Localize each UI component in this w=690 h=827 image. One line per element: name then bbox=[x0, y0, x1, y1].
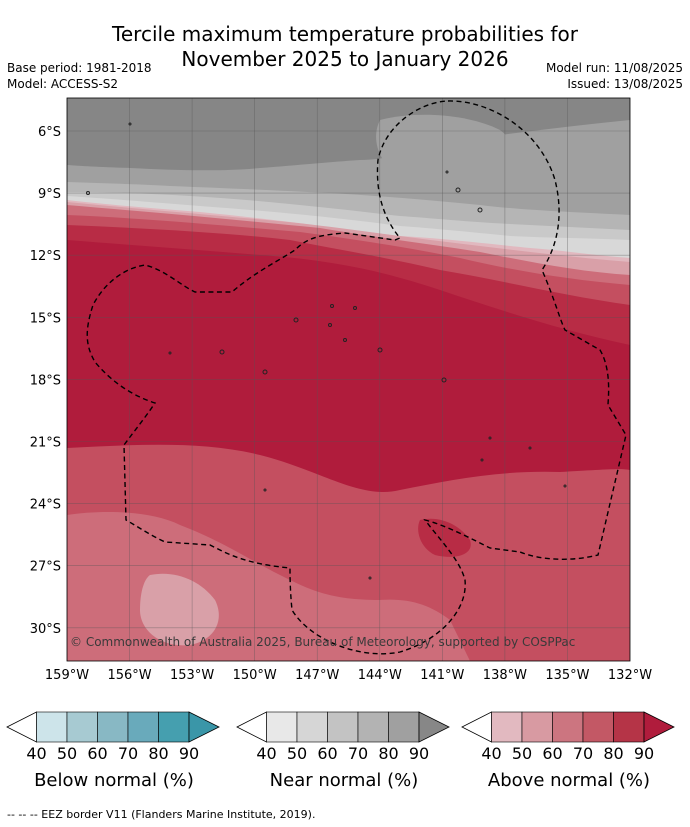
legend-swatch bbox=[552, 711, 584, 743]
legend-colorbar-near bbox=[236, 711, 450, 743]
legend-ticks-near: 40 50 60 70 80 90 bbox=[236, 744, 452, 764]
legend-tick-label: 80 bbox=[378, 744, 399, 763]
legend-min-arrow bbox=[236, 711, 267, 743]
lon-tick-label: 153°W bbox=[170, 668, 214, 683]
above-80-east-blob bbox=[418, 518, 471, 557]
lat-tick-label: 12°S bbox=[30, 249, 61, 264]
legend-max-arrow bbox=[643, 711, 675, 743]
legend-swatch bbox=[613, 711, 645, 743]
legend-tick-label: 40 bbox=[256, 744, 277, 763]
legend-swatch bbox=[357, 711, 389, 743]
lon-tick-label: 150°W bbox=[233, 668, 277, 683]
lat-tick-label: 15°S bbox=[30, 311, 61, 326]
legend-swatch bbox=[266, 711, 298, 743]
copyright-text: © Commonwealth of Australia 2025, Bureau… bbox=[70, 635, 575, 649]
legend-title-above: Above normal (%) bbox=[487, 770, 651, 791]
title-line-1: Tercile maximum temperature probabilitie… bbox=[112, 22, 578, 46]
lat-tick-label: 21°S bbox=[30, 436, 61, 451]
above-50-lower-region bbox=[140, 573, 219, 646]
legend-above-normal: 40 50 60 70 80 90 Above normal (%) bbox=[461, 708, 677, 791]
model-name: Model: ACCESS-S2 bbox=[7, 77, 119, 91]
lat-tick-labels: 6°S 9°S 12°S 15°S 18°S 21°S 24°S 27°S 30°S bbox=[30, 125, 61, 637]
lon-tick-label: 141°W bbox=[420, 668, 464, 683]
lon-tick-label: 138°W bbox=[483, 668, 527, 683]
legend-ticks-above: 40 50 60 70 80 90 bbox=[461, 744, 677, 764]
lat-tick-label: 6°S bbox=[38, 125, 61, 140]
legend-tick-label: 70 bbox=[347, 744, 369, 763]
base-period: Base period: 1981-2018 bbox=[7, 61, 152, 75]
legend-min-arrow bbox=[6, 711, 37, 743]
legend-tick-label: 40 bbox=[26, 744, 47, 763]
lon-tick-label: 147°W bbox=[295, 668, 339, 683]
lat-tick-label: 9°S bbox=[38, 187, 61, 202]
legend-swatch bbox=[388, 711, 420, 743]
lon-tick-label: 135°W bbox=[545, 668, 589, 683]
legend-tick-label: 90 bbox=[633, 744, 655, 763]
near-90-band bbox=[67, 98, 630, 171]
legend-tick-label: 70 bbox=[572, 744, 594, 763]
lat-tick-label: 30°S bbox=[30, 622, 61, 637]
legend-swatch bbox=[521, 711, 553, 743]
legend-tick-label: 80 bbox=[603, 744, 624, 763]
lat-tick-label: 18°S bbox=[30, 373, 61, 388]
map-frame bbox=[66, 97, 631, 662]
legend-tick-label: 60 bbox=[317, 744, 338, 763]
legend-ticks-below: 40 50 60 70 80 90 bbox=[6, 744, 222, 764]
lon-tick-label: 159°W bbox=[45, 668, 89, 683]
title-line-2: November 2025 to January 2026 bbox=[181, 47, 509, 71]
legend-title-near: Near normal (%) bbox=[269, 770, 419, 791]
legend-swatch bbox=[327, 711, 359, 743]
legend-swatch bbox=[158, 711, 190, 743]
legend-tick-label: 50 bbox=[511, 744, 533, 763]
legend-swatch bbox=[127, 711, 159, 743]
legend-swatch bbox=[66, 711, 98, 743]
map-title: Tercile maximum temperature probabilitie… bbox=[0, 22, 690, 72]
eez-border-french-polynesia-north bbox=[86, 100, 627, 655]
lat-gridlines bbox=[67, 130, 630, 629]
island-markers bbox=[86, 122, 567, 580]
legend-tick-label: 60 bbox=[87, 744, 108, 763]
lat-tick-label: 24°S bbox=[30, 498, 61, 513]
legend-below-normal: 40 50 60 70 80 90 Below normal (%) bbox=[6, 708, 222, 791]
legend-tick-label: 50 bbox=[286, 744, 308, 763]
legend-tick-label: 90 bbox=[178, 744, 200, 763]
lon-tick-label: 156°W bbox=[107, 668, 151, 683]
lat-tick-label: 27°S bbox=[30, 560, 61, 575]
legend-swatch bbox=[582, 711, 614, 743]
eez-footnote: -- -- -- EEZ border V11 (Flanders Marine… bbox=[7, 808, 316, 821]
meta-left: Base period: 1981-2018 Model: ACCESS-S2 bbox=[7, 60, 152, 92]
legend-tick-label: 70 bbox=[117, 744, 139, 763]
legend-swatch bbox=[491, 711, 523, 743]
legend-swatch bbox=[97, 711, 129, 743]
legend-swatch bbox=[36, 711, 68, 743]
legend-near-normal: 40 50 60 70 80 90 Near normal (%) bbox=[236, 708, 452, 791]
legend-tick-label: 40 bbox=[481, 744, 502, 763]
legend-swatch bbox=[296, 711, 328, 743]
map-area bbox=[67, 98, 630, 661]
eez-borders bbox=[86, 100, 627, 655]
lon-tick-label: 144°W bbox=[358, 668, 402, 683]
legend-max-arrow bbox=[418, 711, 450, 743]
legend-tick-label: 90 bbox=[408, 744, 430, 763]
issued-date: Issued: 13/08/2025 bbox=[567, 77, 683, 91]
legend-tick-label: 60 bbox=[542, 744, 563, 763]
near-80-east-patch bbox=[376, 114, 515, 186]
lon-tick-labels: 159°W 156°W 153°W 150°W 147°W 144°W 141°W 138°W… bbox=[45, 668, 652, 683]
legend-min-arrow bbox=[461, 711, 492, 743]
legend-colorbar-below bbox=[6, 711, 220, 743]
legend-max-arrow bbox=[188, 711, 220, 743]
lon-tick-label: 132°W bbox=[608, 668, 652, 683]
legend-colorbar-above bbox=[461, 711, 675, 743]
meta-right: Model run: 11/08/2025 Issued: 13/08/2025 bbox=[546, 60, 683, 92]
probability-map: 159°W 156°W 153°W 150°W 147°W 144°W 141°W 138°W… bbox=[30, 97, 652, 683]
legend-tick-label: 80 bbox=[148, 744, 169, 763]
legend-title-below: Below normal (%) bbox=[34, 770, 194, 791]
model-run: Model run: 11/08/2025 bbox=[545, 61, 683, 75]
legend-tick-label: 50 bbox=[56, 744, 78, 763]
